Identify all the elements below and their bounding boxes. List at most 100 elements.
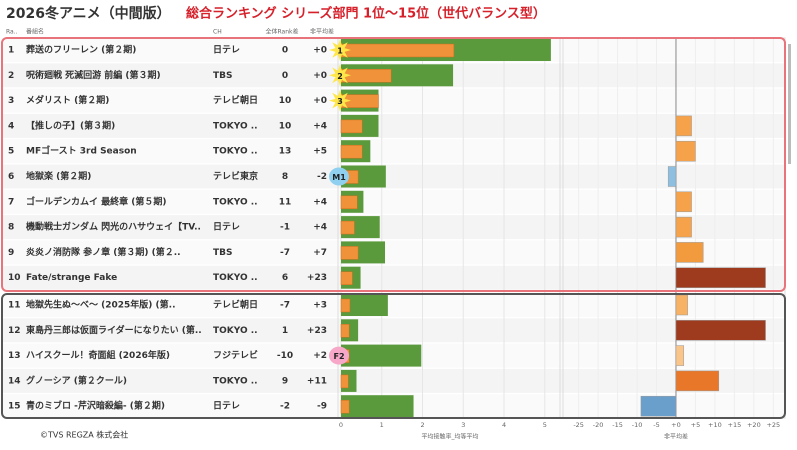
rank-diff: -7 (280, 301, 290, 311)
channel: TOKYO .. (213, 147, 258, 157)
row-bg (3, 88, 784, 113)
badge-star (329, 39, 351, 61)
diff: +3 (313, 301, 327, 311)
channel: 日テレ (213, 401, 240, 412)
x-tick-label: 0 (339, 421, 343, 429)
bar-reach2 (340, 324, 350, 338)
rank: 8 (8, 223, 14, 233)
axis-title: 非平均差 (664, 433, 688, 441)
diff: -9 (317, 402, 327, 412)
bar-diff (675, 140, 696, 162)
column-header: 全体Rank差 (266, 28, 299, 36)
column-header: Ra.. (6, 29, 18, 36)
bar-diff (675, 370, 720, 392)
program-title: Fate/strange Fake (26, 273, 117, 283)
rank: 7 (8, 197, 14, 207)
channel: TOKYO .. (213, 197, 258, 207)
title-black: 2026冬アニメ（中間版） (6, 5, 171, 22)
rank: 2 (8, 71, 14, 81)
rank-diff: -2 (280, 402, 290, 412)
channel: TOKYO .. (213, 326, 258, 336)
badge-label: F2 (333, 352, 344, 361)
x-tick-label: +25 (766, 421, 780, 429)
x-tick-label: +20 (747, 421, 761, 429)
badge-label: 3 (337, 97, 343, 106)
footer: ©TVS REGZA 株式会社 (40, 430, 128, 440)
x-tick-label: -15 (612, 421, 623, 429)
x-tick-label: +0 (671, 421, 681, 429)
bar-diff (675, 320, 766, 341)
rank-diff: 9 (282, 376, 288, 386)
bar-diff (675, 115, 692, 137)
row-bg (3, 215, 784, 240)
channel: テレビ朝日 (213, 299, 258, 311)
rank: 4 (8, 121, 14, 131)
program-title: 地獄先生ぬ～べ～ (2025年版) (第.. (26, 299, 176, 311)
bar-diff (675, 267, 766, 288)
diff: +4 (313, 197, 327, 207)
channel: 日テレ (213, 45, 240, 56)
rank-diff: 6 (282, 273, 288, 283)
program-title: グノーシア (第２クール) (26, 374, 127, 386)
title-red: 総合ランキング シリーズ部門 1位～15位（世代バランス型） (186, 6, 546, 22)
row-bg (3, 293, 784, 317)
rank: 13 (8, 351, 21, 361)
x-tick-label: +10 (708, 421, 722, 429)
rank: 1 (8, 46, 14, 56)
top-group-frame (1, 37, 786, 292)
rank-diff: 1 (282, 326, 288, 336)
row-bg (3, 139, 784, 164)
badge-label: M1 (332, 173, 346, 182)
x-tick-label: -20 (593, 421, 604, 429)
row-bg (3, 318, 784, 343)
diff: +2 (313, 351, 327, 361)
program-title: 呪術廻戦 死滅回游 前編 (第３期) (26, 69, 161, 81)
rank-diff: 10 (279, 121, 292, 131)
x-tick-label: -25 (573, 421, 584, 429)
program-title: 炎炎ノ消防隊 参ノ章 (第３期) (第２.. (26, 246, 181, 258)
rank: 10 (8, 273, 21, 283)
rank: 11 (8, 301, 21, 311)
program-title: 地獄楽 (第２期) (26, 170, 91, 182)
diff: +0 (313, 71, 327, 81)
bar-reach2 (340, 298, 351, 313)
bar-reach (341, 294, 388, 316)
channel: TOKYO .. (213, 121, 258, 131)
bar-diff (667, 166, 677, 187)
program-title: 機動戦士ガンダム 閃光のハサウェイ【TV.. (26, 221, 201, 233)
row-bg (3, 113, 784, 138)
program-title: 【推しの子】(第３期) (26, 119, 115, 131)
diff: +7 (313, 248, 327, 258)
rank: 9 (8, 248, 14, 258)
x-tick-label: 3 (461, 421, 465, 429)
bar-diff (675, 216, 692, 238)
diff: +0 (313, 96, 327, 106)
column-header: 非平均差 (310, 28, 334, 36)
bar-reach2 (340, 246, 359, 260)
diff: +23 (307, 326, 327, 336)
x-tick-label: +15 (728, 421, 742, 429)
bar-diff (675, 294, 688, 316)
program-title: MFゴースト 3rd Season (26, 145, 137, 157)
channel: TOKYO .. (213, 273, 258, 283)
bar-reach2 (340, 374, 349, 389)
row-bg (3, 189, 784, 214)
rank: 15 (8, 402, 21, 412)
x-tick-label: 2 (420, 421, 424, 429)
program-title: 東島丹三郎は仮面ライダーになりたい (第.. (26, 324, 202, 336)
row-bg (3, 265, 784, 290)
rank-diff: 0 (282, 71, 288, 81)
bar-reach2 (340, 195, 358, 210)
badge-star (329, 64, 351, 87)
diff: -2 (317, 172, 327, 182)
row-bg (3, 164, 784, 189)
diff: +4 (313, 223, 327, 233)
channel: TBS (213, 71, 232, 81)
x-tick-label: 4 (502, 421, 506, 429)
rank-diff: 13 (279, 147, 292, 157)
row-bg (3, 240, 784, 265)
program-title: メダリスト (第２期) (26, 94, 109, 106)
bar-reach2 (340, 271, 353, 285)
